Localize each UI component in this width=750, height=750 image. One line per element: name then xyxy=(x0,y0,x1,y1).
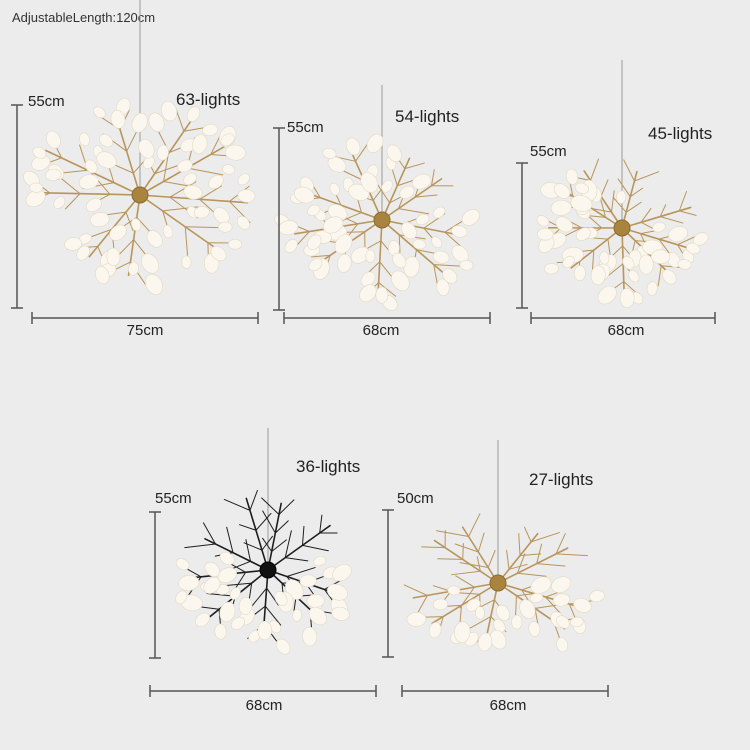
width-label: 68cm xyxy=(362,322,400,339)
height-label: 55cm xyxy=(287,119,324,136)
width-label: 68cm xyxy=(245,697,283,714)
lights-count-label: 45-lights xyxy=(648,124,713,143)
width-label: 68cm xyxy=(489,697,527,714)
height-label: 55cm xyxy=(530,143,567,160)
adjustable-length-caption: AdjustableLength:120cm xyxy=(12,10,156,25)
height-label: 55cm xyxy=(28,93,65,110)
height-label: 50cm xyxy=(397,490,434,507)
lights-count-label: 54-lights xyxy=(395,107,460,126)
lights-count-label: 63-lights xyxy=(176,90,241,109)
width-label: 68cm xyxy=(607,322,645,339)
width-label: 75cm xyxy=(126,322,164,339)
height-label: 55cm xyxy=(155,490,192,507)
lights-count-label: 36-lights xyxy=(296,457,361,476)
lights-count-label: 27-lights xyxy=(529,470,594,489)
